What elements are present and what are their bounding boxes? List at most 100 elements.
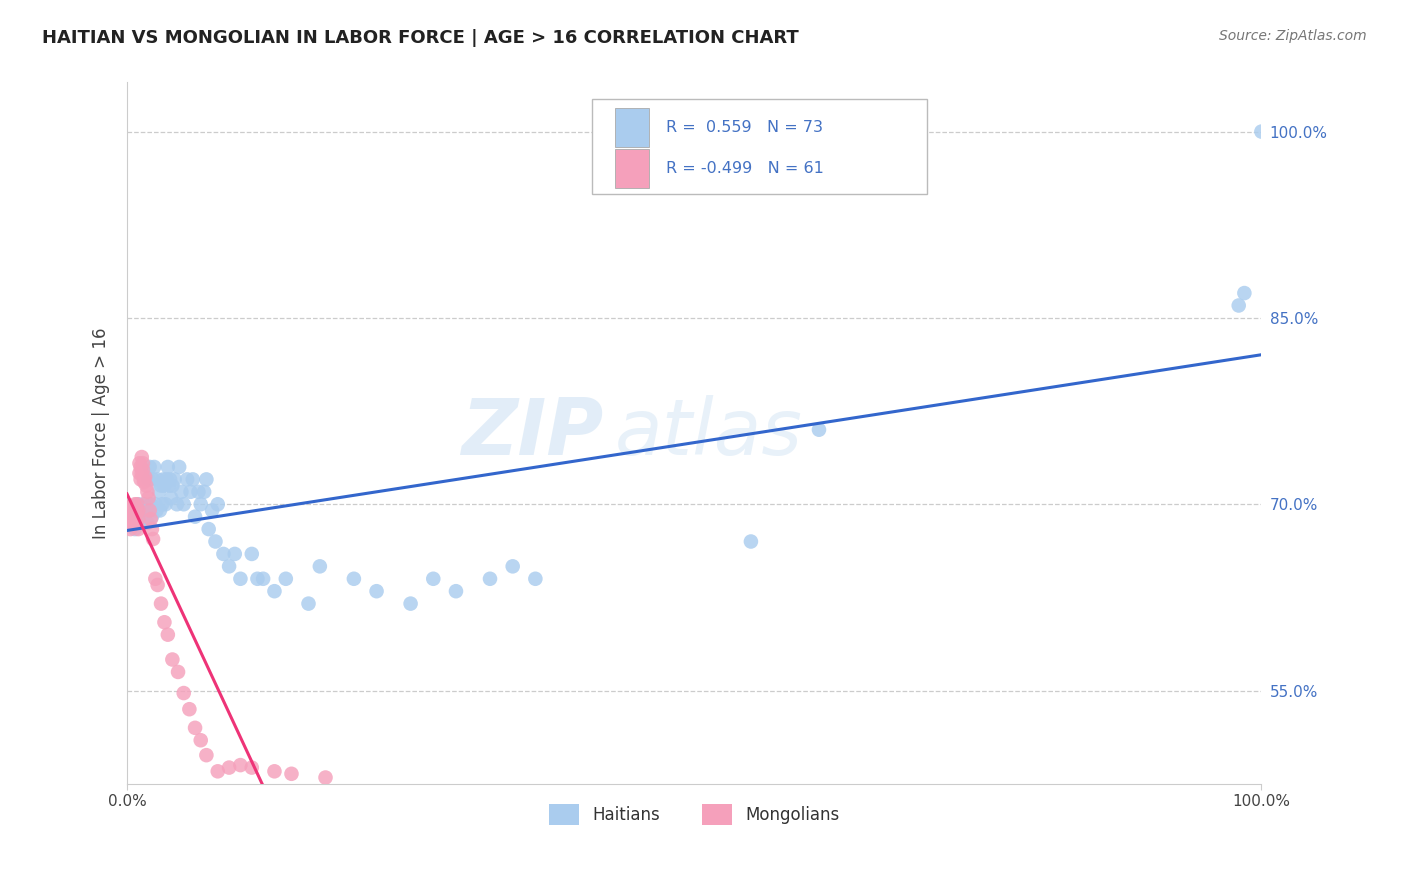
- Point: [229, 572, 252, 586]
- FancyBboxPatch shape: [592, 99, 927, 194]
- Point: [132, 497, 155, 511]
- Point: [229, 758, 252, 772]
- Point: [162, 478, 184, 492]
- Point: [152, 472, 174, 486]
- Point: [121, 509, 143, 524]
- Point: [141, 522, 163, 536]
- Point: [150, 597, 173, 611]
- Point: [184, 721, 207, 735]
- Point: [128, 466, 150, 480]
- Point: [240, 547, 263, 561]
- Point: [160, 491, 183, 505]
- Point: [135, 478, 157, 492]
- Point: [132, 472, 155, 486]
- Point: [136, 484, 159, 499]
- Point: [207, 764, 229, 779]
- Text: R = -0.499   N = 61: R = -0.499 N = 61: [666, 161, 824, 177]
- Point: [134, 503, 156, 517]
- Point: [218, 761, 240, 775]
- Point: [740, 534, 762, 549]
- Point: [132, 516, 155, 530]
- Point: [422, 572, 444, 586]
- Point: [143, 572, 166, 586]
- Point: [121, 512, 143, 526]
- Point: [142, 472, 165, 486]
- Point: [138, 472, 160, 486]
- Point: [190, 733, 212, 747]
- Point: [145, 503, 167, 517]
- Point: [343, 572, 366, 586]
- Point: [122, 509, 145, 524]
- Point: [117, 509, 139, 524]
- Point: [127, 512, 149, 526]
- Point: [153, 478, 176, 492]
- Point: [132, 462, 155, 476]
- Point: [131, 466, 153, 480]
- Point: [180, 484, 202, 499]
- Y-axis label: In Labor Force | Age > 16: In Labor Force | Age > 16: [93, 327, 110, 539]
- Point: [150, 497, 173, 511]
- Point: [125, 516, 148, 530]
- Point: [201, 503, 224, 517]
- Point: [167, 665, 190, 679]
- Point: [148, 484, 170, 499]
- Text: ZIP: ZIP: [461, 395, 603, 471]
- Point: [444, 584, 467, 599]
- Point: [502, 559, 524, 574]
- Point: [197, 522, 219, 536]
- Point: [807, 423, 830, 437]
- Point: [146, 472, 169, 486]
- Point: [399, 597, 422, 611]
- Point: [138, 503, 160, 517]
- Point: [179, 702, 201, 716]
- Point: [134, 470, 156, 484]
- Point: [120, 500, 142, 514]
- Point: [129, 472, 152, 486]
- FancyBboxPatch shape: [614, 108, 648, 147]
- Point: [132, 456, 155, 470]
- Point: [156, 472, 179, 486]
- Point: [155, 497, 177, 511]
- Point: [1227, 298, 1250, 312]
- Point: [156, 460, 179, 475]
- Point: [181, 472, 204, 486]
- Point: [125, 507, 148, 521]
- Point: [129, 460, 152, 475]
- Point: [156, 628, 179, 642]
- Point: [125, 500, 148, 514]
- Point: [280, 766, 302, 780]
- Point: [274, 572, 297, 586]
- FancyBboxPatch shape: [614, 150, 648, 188]
- Point: [128, 456, 150, 470]
- Point: [366, 584, 388, 599]
- Point: [121, 516, 143, 530]
- Point: [163, 472, 186, 486]
- Point: [524, 572, 547, 586]
- Point: [1250, 125, 1272, 139]
- Point: [162, 652, 184, 666]
- Point: [127, 522, 149, 536]
- Point: [125, 503, 148, 517]
- Point: [150, 478, 173, 492]
- Point: [127, 497, 149, 511]
- Point: [195, 472, 218, 486]
- Point: [146, 578, 169, 592]
- Point: [127, 503, 149, 517]
- Point: [120, 522, 142, 536]
- Text: atlas: atlas: [614, 395, 803, 471]
- Point: [121, 516, 143, 530]
- Point: [149, 503, 172, 517]
- Point: [127, 497, 149, 511]
- Point: [127, 506, 149, 520]
- Point: [139, 497, 162, 511]
- Point: [240, 761, 263, 775]
- Point: [121, 500, 143, 514]
- Point: [122, 512, 145, 526]
- Point: [138, 491, 160, 505]
- Point: [224, 547, 246, 561]
- Point: [166, 497, 188, 511]
- Point: [263, 764, 285, 779]
- Point: [143, 460, 166, 475]
- Text: R =  0.559   N = 73: R = 0.559 N = 73: [666, 120, 823, 135]
- Point: [173, 686, 195, 700]
